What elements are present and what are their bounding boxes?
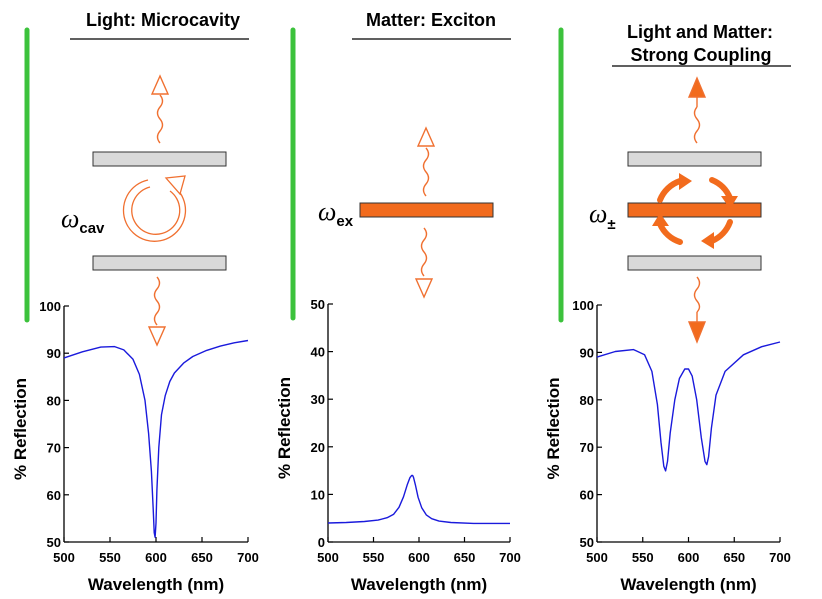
reflection-curve: [327, 474, 510, 525]
x-tick-label: 500: [53, 550, 75, 565]
exciton-layer: [627, 202, 762, 218]
y-tick-label: 70: [580, 440, 594, 455]
x-tick-label: 650: [454, 550, 476, 565]
top-mirror: [92, 151, 227, 167]
rabi-oscillation-arrows-icon: [652, 173, 738, 249]
omega-symbol: ω: [589, 199, 607, 228]
omega-subscript: cav: [79, 220, 105, 237]
panel-title: Light: Microcavity: [86, 10, 240, 30]
x-tick-label: 700: [499, 550, 521, 565]
panel-exciton: Matter: Exciton ωex: [318, 10, 511, 299]
x-tick-label: 600: [145, 550, 167, 565]
y-tick-label: 60: [580, 488, 594, 503]
top-mirror: [627, 151, 762, 167]
reflection-curve: [63, 339, 249, 538]
panel-strong-coupling: Light and Matter: Strong Coupling ω±: [589, 22, 791, 344]
omega-ex-label: ωex: [318, 197, 354, 230]
bottom-mirror: [627, 255, 762, 271]
x-tick-label: 600: [678, 550, 700, 565]
reflection-curve: [596, 341, 781, 472]
y-tick-label: 80: [47, 393, 61, 408]
circulating-arrow-icon: [122, 175, 187, 242]
y-tick-label: 50: [47, 535, 61, 550]
reflection-chart-microcavity: 50 60 70 80 90 100 500 550 600 650 700 Wavelength (…: [11, 299, 259, 594]
reflection-chart-exciton: 0 10 20 30 40 50 500 550 600 650 700 Wavelength (nm…: [275, 297, 521, 594]
panel-title: Matter: Exciton: [366, 10, 496, 30]
y-axis-label: % Reflection: [275, 377, 294, 479]
omega-subscript: ±: [607, 216, 615, 233]
x-axis-label: Wavelength (nm): [351, 575, 487, 594]
wavy-arrow-up-icon: [687, 76, 707, 144]
y-tick-label: 80: [580, 393, 594, 408]
y-axis-label: % Reflection: [11, 378, 30, 480]
x-tick-label: 700: [769, 550, 791, 565]
x-tick-label: 650: [723, 550, 745, 565]
y-tick-label: 90: [580, 345, 594, 360]
x-tick-label: 550: [99, 550, 121, 565]
y-tick-label: 10: [311, 487, 325, 502]
wavy-arrow-down-icon: [414, 227, 434, 299]
y-tick-label: 40: [311, 345, 325, 360]
y-tick-label: 100: [39, 299, 61, 314]
omega-symbol: ω: [61, 204, 79, 233]
y-tick-label: 100: [572, 298, 594, 313]
omega-symbol: ω: [318, 197, 336, 226]
y-tick-label: 30: [311, 392, 325, 407]
y-tick-label: 0: [318, 535, 325, 550]
x-tick-label: 500: [317, 550, 339, 565]
x-tick-label: 650: [191, 550, 213, 565]
panel-microcavity: Light: Microcavity ωcav: [61, 10, 249, 347]
bottom-mirror: [92, 255, 227, 271]
exciton-layer: [359, 202, 494, 218]
x-tick-label: 700: [237, 550, 259, 565]
y-tick-label: 70: [47, 441, 61, 456]
y-axis-label: % Reflection: [544, 377, 563, 479]
panel-title-line-1: Light and Matter:: [627, 22, 773, 42]
omega-cav-label: ωcav: [61, 204, 105, 237]
x-tick-label: 600: [408, 550, 430, 565]
wavy-arrow-down-icon: [687, 276, 707, 344]
wavy-arrow-up-icon: [416, 126, 436, 197]
omega-pm-label: ω±: [589, 199, 616, 233]
x-axis-label: Wavelength (nm): [620, 575, 756, 594]
y-tick-label: 50: [311, 297, 325, 312]
y-tick-label: 90: [47, 346, 61, 361]
x-tick-label: 550: [632, 550, 654, 565]
x-axis-label: Wavelength (nm): [88, 575, 224, 594]
x-tick-label: 550: [363, 550, 385, 565]
y-tick-label: 20: [311, 440, 325, 455]
omega-subscript: ex: [336, 213, 353, 230]
y-tick-label: 50: [580, 535, 594, 550]
y-tick-label: 60: [47, 488, 61, 503]
wavy-arrow-up-icon: [150, 74, 170, 144]
reflection-chart-strong-coupling: 50 60 70 80 90 100 500 550 600 650 700 Wavelength (…: [544, 298, 791, 594]
x-tick-label: 500: [586, 550, 608, 565]
wavy-arrow-down-icon: [147, 276, 167, 347]
panel-title-line-2: Strong Coupling: [631, 45, 772, 65]
